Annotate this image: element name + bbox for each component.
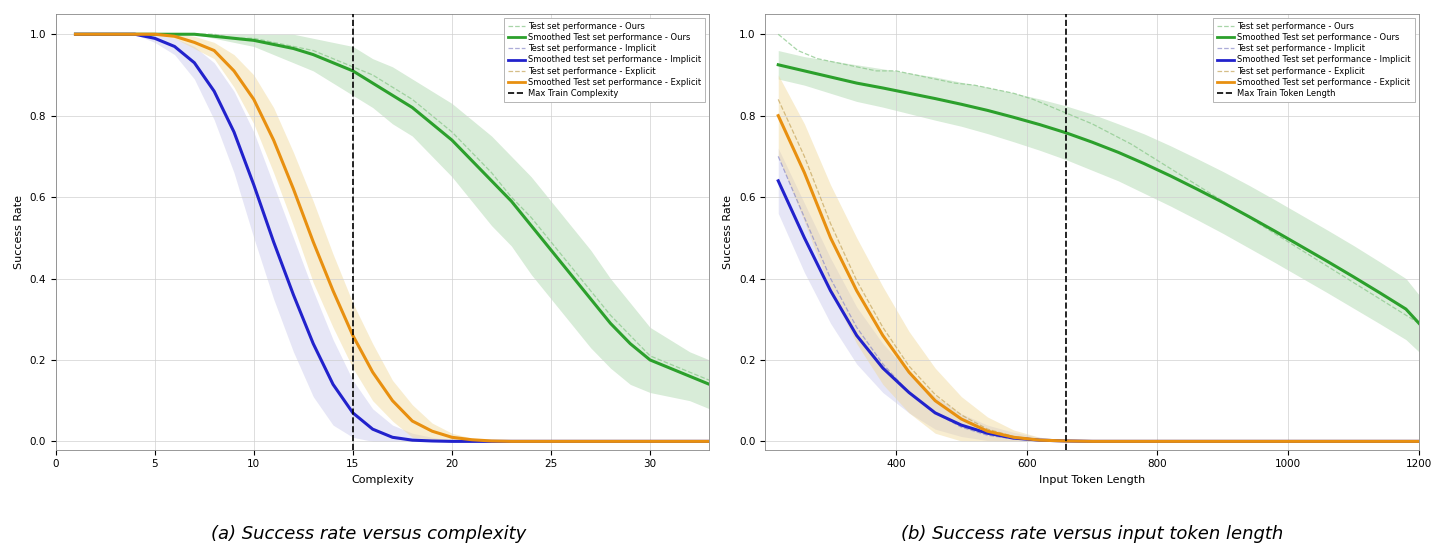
Y-axis label: Success Rate: Success Rate (14, 195, 25, 269)
X-axis label: Complexity: Complexity (351, 475, 414, 485)
X-axis label: Input Token Length: Input Token Length (1038, 475, 1145, 485)
Text: (b) Success rate versus input token length: (b) Success rate versus input token leng… (901, 524, 1283, 543)
Y-axis label: Success Rate: Success Rate (723, 195, 733, 269)
Text: (a) Success rate versus complexity: (a) Success rate versus complexity (211, 524, 526, 543)
Legend: Test set performance - Ours, Smoothed Test set performance - Ours, Test set perf: Test set performance - Ours, Smoothed Te… (503, 18, 706, 102)
Legend: Test set performance - Ours, Smoothed Test set performance - Ours, Test set perf: Test set performance - Ours, Smoothed Te… (1213, 18, 1414, 102)
